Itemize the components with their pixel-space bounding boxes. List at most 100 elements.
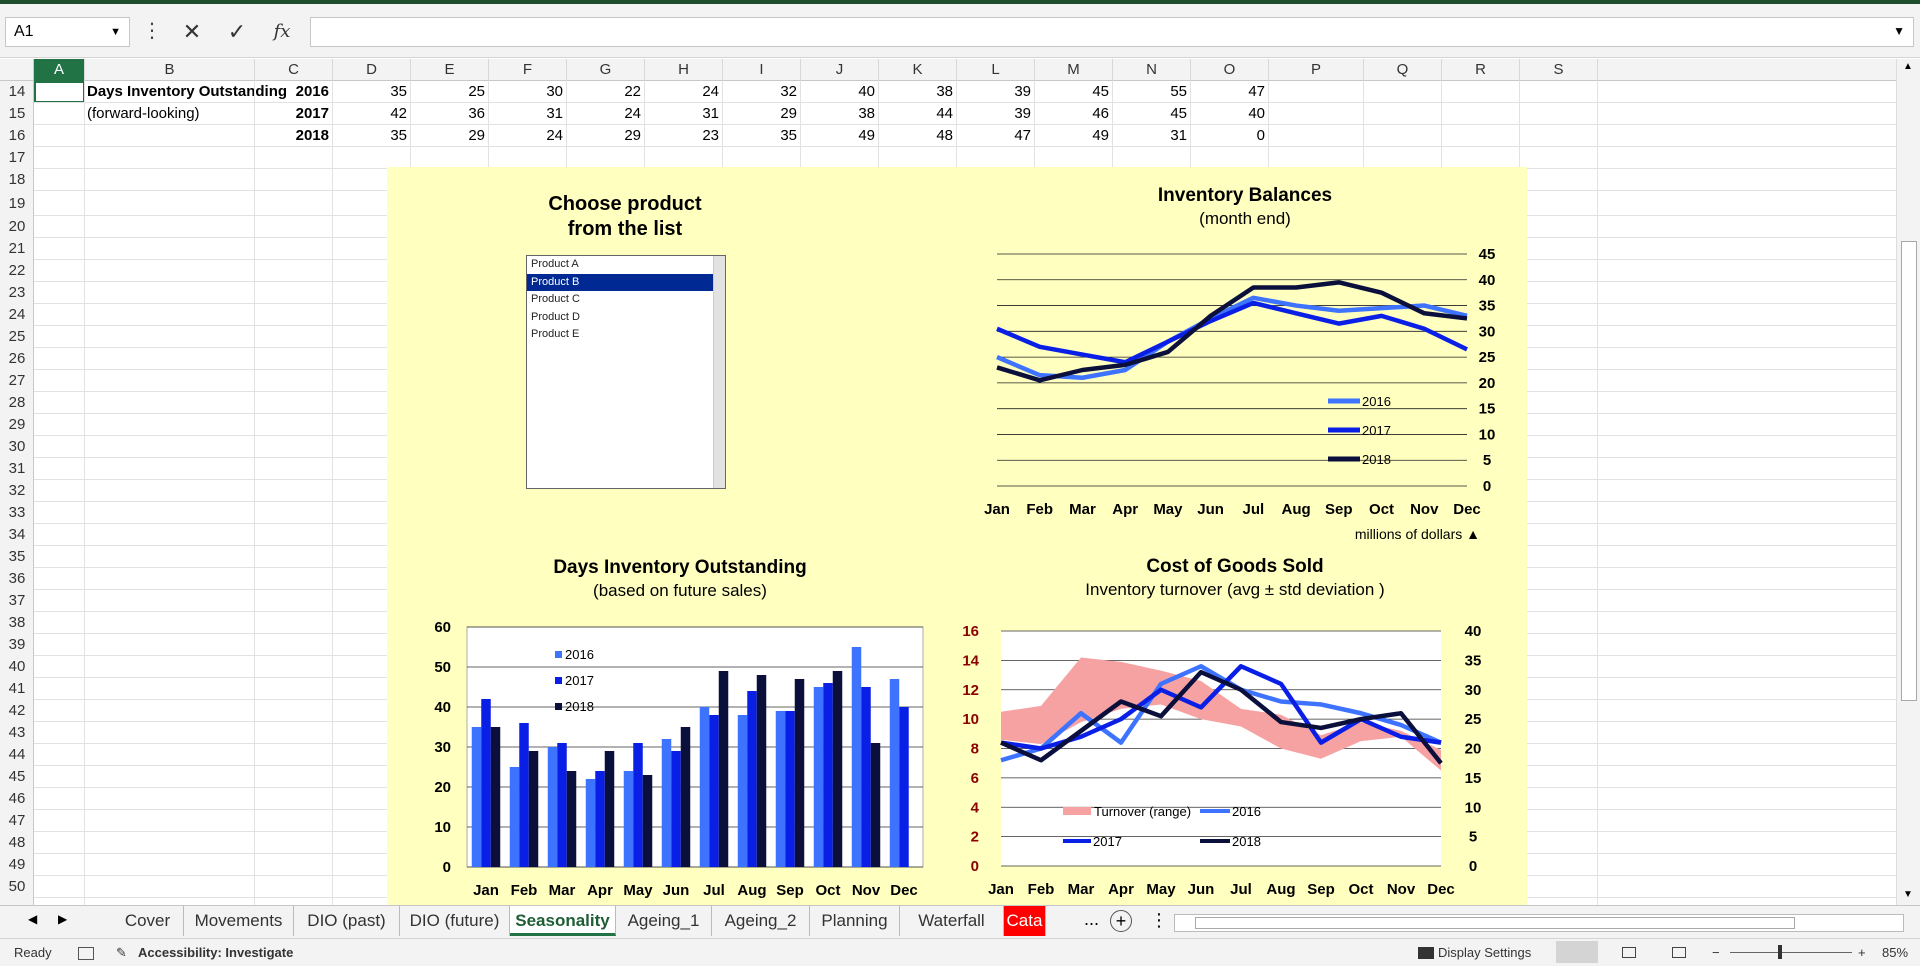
accessibility-status[interactable]: Accessibility: Investigate	[138, 945, 294, 960]
tab-movements[interactable]: Movements	[184, 906, 294, 936]
display-settings[interactable]: Display Settings	[1438, 945, 1532, 960]
row-header-26[interactable]: 26	[8, 350, 26, 367]
dio-cell[interactable]: 49	[858, 127, 875, 144]
row-header-29[interactable]: 29	[8, 416, 26, 433]
column-header-r[interactable]: R	[1442, 59, 1520, 81]
zoom-slider[interactable]	[1730, 952, 1852, 953]
row-header-40[interactable]: 40	[8, 658, 26, 675]
row-header-42[interactable]: 42	[8, 702, 26, 719]
display-settings-icon[interactable]	[1418, 947, 1434, 959]
dio-cell[interactable]: 0	[1256, 127, 1265, 144]
normal-view-icon[interactable]	[1556, 941, 1598, 963]
cogs-chart[interactable]: 0 2 4 6 8 10 12 14 16 0 5 10 15 20 25 30 35 40 Jan Feb Mar Ap…	[960, 610, 1500, 905]
row-header-31[interactable]: 31	[8, 460, 26, 477]
dio-cell[interactable]: 29	[780, 105, 797, 122]
column-header-d[interactable]: D	[333, 59, 411, 81]
row-header-16[interactable]: 16	[8, 127, 26, 144]
dio-cell[interactable]: 44	[936, 105, 953, 122]
dio-cell[interactable]: 31	[1170, 127, 1187, 144]
column-header-c[interactable]: C	[255, 59, 333, 81]
zoom-in-icon[interactable]: +	[1858, 945, 1866, 960]
row-header-14[interactable]: 14	[8, 83, 26, 100]
cancel-icon[interactable]: ✕	[182, 19, 202, 44]
listbox-scrollbar[interactable]	[713, 256, 725, 488]
row-header-44[interactable]: 44	[8, 746, 26, 763]
row-header-24[interactable]: 24	[8, 306, 26, 323]
accessibility-icon[interactable]: ✎	[116, 945, 127, 960]
row-header-45[interactable]: 45	[8, 768, 26, 785]
row-header-20[interactable]: 20	[8, 218, 26, 235]
dio-cell[interactable]: 29	[624, 127, 641, 144]
tab-ageing-1[interactable]: Ageing_1	[616, 906, 712, 936]
row-header-30[interactable]: 30	[8, 438, 26, 455]
column-header-s[interactable]: S	[1520, 59, 1598, 81]
expand-formula-icon[interactable]: ▼	[1893, 24, 1905, 38]
dio-cell[interactable]: 35	[780, 127, 797, 144]
dio-cell[interactable]: 46	[1092, 105, 1109, 122]
row-header-18[interactable]: 18	[8, 171, 26, 188]
product-list-item[interactable]: Product D	[531, 310, 580, 323]
row-header-25[interactable]: 25	[8, 328, 26, 345]
page-layout-view-icon[interactable]	[1622, 947, 1636, 958]
row-header-32[interactable]: 32	[8, 482, 26, 499]
dio-cell[interactable]: 49	[1092, 127, 1109, 144]
dio-year-2016[interactable]: 2016	[295, 83, 329, 100]
dio-year-2018[interactable]: 2018	[295, 127, 329, 144]
dio-cell[interactable]: 23	[702, 127, 719, 144]
row-header-48[interactable]: 48	[8, 834, 26, 851]
column-header-l[interactable]: L	[957, 59, 1035, 81]
select-all-corner[interactable]	[0, 59, 34, 81]
row-header-49[interactable]: 49	[8, 856, 26, 873]
zoom-level[interactable]: 85%	[1882, 945, 1909, 960]
product-list-item[interactable]: Product E	[531, 328, 580, 341]
inventory-chart[interactable]: 0 5 10 15 20 25 30 35 40 45 Jan Feb Mar Apr May Jun Jul A…	[980, 240, 1500, 545]
chevron-down-icon[interactable]: ▼	[110, 26, 121, 38]
horizontal-scroll-thumb[interactable]	[1195, 917, 1795, 929]
tab-cata[interactable]: Cata	[1004, 906, 1046, 936]
column-header-k[interactable]: K	[879, 59, 957, 81]
dio-cell[interactable]: 45	[1092, 83, 1109, 100]
column-header-f[interactable]: F	[489, 59, 567, 81]
row-header-47[interactable]: 47	[8, 812, 26, 829]
column-header-e[interactable]: E	[411, 59, 489, 81]
row-header-36[interactable]: 36	[8, 570, 26, 587]
row-header-17[interactable]: 17	[8, 149, 26, 166]
tab-waterfall[interactable]: Waterfall	[900, 906, 1004, 936]
row-header-43[interactable]: 43	[8, 724, 26, 741]
row-header-50[interactable]: 50	[8, 878, 26, 895]
tab-dio-past-[interactable]: DIO (past)	[294, 906, 400, 936]
row-header-33[interactable]: 33	[8, 504, 26, 521]
row-header-22[interactable]: 22	[8, 262, 26, 279]
dio-cell[interactable]: 24	[702, 83, 719, 100]
dio-bar-chart[interactable]: 0 10 20 30 40 50 60 Jan Feb Mar Apr May Jun Jul Aug Sep…	[420, 610, 940, 905]
dio-cell[interactable]: 22	[624, 83, 641, 100]
next-sheet-icon[interactable]: ▶	[58, 912, 68, 926]
row-header-28[interactable]: 28	[8, 394, 26, 411]
column-header-n[interactable]: N	[1113, 59, 1191, 81]
tab-cover[interactable]: Cover	[112, 906, 184, 936]
insert-function-icon[interactable]: fx	[273, 21, 291, 42]
row-header-21[interactable]: 21	[8, 240, 26, 257]
column-header-m[interactable]: M	[1035, 59, 1113, 81]
dio-cell[interactable]: 24	[546, 127, 563, 144]
dio-cell[interactable]: 47	[1248, 83, 1265, 100]
dio-cell[interactable]: 38	[858, 105, 875, 122]
dio-cell[interactable]: 31	[546, 105, 563, 122]
formula-input[interactable]: ▼	[310, 17, 1914, 47]
dio-cell[interactable]: 31	[702, 105, 719, 122]
product-listbox[interactable]: Product A Product B Product C Product D Prod…	[526, 255, 726, 489]
dio-cell[interactable]: 39	[1014, 83, 1031, 100]
dio-cell[interactable]: 24	[624, 105, 641, 122]
dio-cell[interactable]: 47	[1014, 127, 1031, 144]
row-header-46[interactable]: 46	[8, 790, 26, 807]
tab-planning[interactable]: Planning	[810, 906, 900, 936]
scroll-thumb[interactable]	[1901, 241, 1917, 701]
page-break-view-icon[interactable]	[1672, 947, 1686, 958]
tab-seasonality[interactable]: Seasonality	[510, 906, 616, 936]
column-header-i[interactable]: I	[723, 59, 801, 81]
column-header-p[interactable]: P	[1269, 59, 1364, 81]
row-header-41[interactable]: 41	[8, 680, 26, 697]
row-header-39[interactable]: 39	[8, 636, 26, 653]
name-box[interactable]: A1 ▼	[5, 17, 130, 47]
dio-cell[interactable]: 35	[390, 83, 407, 100]
